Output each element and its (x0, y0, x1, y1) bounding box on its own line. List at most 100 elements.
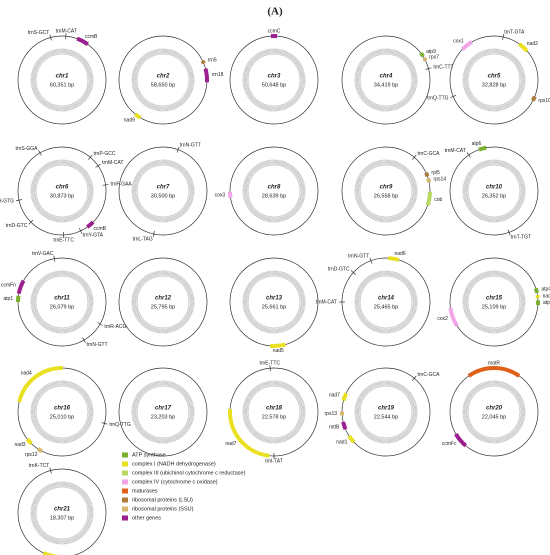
trna-tick (101, 422, 108, 425)
gene-label: trnT-TGT (511, 234, 531, 240)
chromosome-size: 25,465 bp (374, 304, 398, 310)
trna-tick (152, 231, 155, 238)
legend-swatch (122, 515, 128, 521)
gene-label: rps7 (429, 54, 439, 60)
gene-label: trnH-GTG (0, 199, 14, 205)
gene-label: trnN-GTT (348, 253, 369, 259)
inner-circle (136, 385, 190, 439)
gene-label: trnY-GTA (83, 233, 104, 239)
gene-arc (17, 366, 63, 403)
inner-circle (467, 164, 521, 218)
chromosome-name: chr13 (266, 296, 283, 302)
chromosome-size: 26,079 bp (50, 304, 74, 310)
figure-title: (A) (267, 6, 283, 18)
trna-tick (412, 154, 417, 160)
trna-tick (102, 184, 109, 186)
gene-label: atp6 (472, 141, 482, 147)
inner-circle (247, 53, 301, 107)
trna-tick (350, 270, 356, 275)
trna-tick (97, 322, 103, 326)
gene-label: trnQ-TTG (427, 96, 448, 102)
gene-label: ccmB (85, 34, 98, 40)
chromosome-size: 60,351 bp (50, 82, 74, 88)
gc-ring (242, 48, 306, 112)
inner-circle (359, 164, 413, 218)
trna-tick (65, 33, 67, 40)
gene-arc (341, 421, 348, 430)
gene-label: nad2 (527, 41, 538, 47)
chromosome-size: 26,558 bp (374, 193, 398, 199)
chromosome-map: chr8 28,639 bp cox3 (215, 146, 319, 236)
gene-label: trnS-GGA (16, 146, 39, 152)
gene-label: nad5 (273, 348, 284, 354)
gene-label: nad3 (14, 442, 25, 448)
gene-label: trnE-TTC (259, 361, 280, 367)
outer-circle (17, 35, 107, 125)
gc-ring (354, 159, 418, 223)
trna-tick (53, 255, 56, 262)
gc-ring (131, 48, 195, 112)
gene-arc (426, 177, 432, 183)
outer-circle (449, 35, 539, 125)
chromosome-size: 25,010 bp (50, 414, 74, 420)
gene-arc (419, 51, 425, 58)
gc-ring (354, 48, 418, 112)
chromosome-name: chr2 (157, 74, 170, 80)
trna-tick (450, 95, 457, 98)
gene-arc (347, 434, 356, 444)
legend-label: complex I (NADH dehydrogenase) (132, 461, 216, 467)
legend-swatch (122, 497, 128, 503)
gene-label: rpl5 (431, 170, 440, 176)
inner-circle (247, 164, 301, 218)
trna-tick (95, 163, 101, 168)
gene-label: trnV-GAC (32, 251, 54, 257)
gene-label: cob (434, 197, 442, 203)
gene-label: trnC-GCA (417, 372, 440, 378)
chromosome-name: chr11 (54, 296, 70, 302)
chromosome-size: 22,544 bp (374, 414, 398, 420)
outer-circle (341, 35, 431, 125)
trna-tick (49, 467, 52, 474)
trna-tick (425, 67, 432, 70)
gene-arc (478, 145, 487, 152)
gene-label: nad7 (225, 441, 236, 447)
gene-label: cox2 (437, 316, 448, 322)
inner-circle (359, 385, 413, 439)
gene-arc (42, 551, 59, 555)
chromosome-size: 22,045 bp (482, 414, 506, 420)
gc-ring (30, 270, 94, 334)
gene-arc (388, 256, 400, 262)
gene-arc (448, 307, 459, 327)
trna-tick (38, 150, 42, 156)
gc-ring (131, 159, 195, 223)
gene-label: trnK-TCT (29, 463, 50, 469)
gene-label: trnD-GTC (328, 267, 350, 273)
gene-arc (86, 220, 95, 229)
chromosome-map: chr12 25,795 bp (118, 257, 208, 347)
outer-circle (229, 146, 319, 236)
chromosome-name: chr6 (56, 185, 69, 191)
chromosome-size: 25,109 bp (482, 304, 506, 310)
inner-circle (35, 53, 89, 107)
gene-label: ccmC (268, 28, 281, 34)
outer-circle (17, 146, 107, 236)
inner-circle (136, 275, 190, 329)
chromosome-name: chr10 (486, 185, 503, 191)
trna-tick (28, 219, 34, 225)
chromosome-map: chr17 23,203 bp (118, 367, 208, 457)
chromosome-map: chr14 25,465 bp trnN-GTT nad6 trnD-GTC trnM-C… (316, 251, 431, 347)
chromosome-size: 30,500 bp (151, 193, 175, 199)
gene-arc (467, 366, 521, 378)
gene-label: matR (488, 360, 500, 366)
gene-label: nad9 (124, 117, 135, 123)
legend-label: other genes (132, 515, 161, 521)
chromosome-map: chr7 30,500 bp trnN-GTT trnL-TAG (118, 142, 208, 242)
outer-circle (449, 146, 539, 236)
gene-label: nad4 (21, 371, 32, 377)
chromosome-name: chr14 (378, 296, 395, 302)
legend-label: ribosomal proteins (LSU) (132, 497, 193, 503)
gc-ring (462, 159, 526, 223)
chromosome-name: chr4 (380, 74, 393, 80)
